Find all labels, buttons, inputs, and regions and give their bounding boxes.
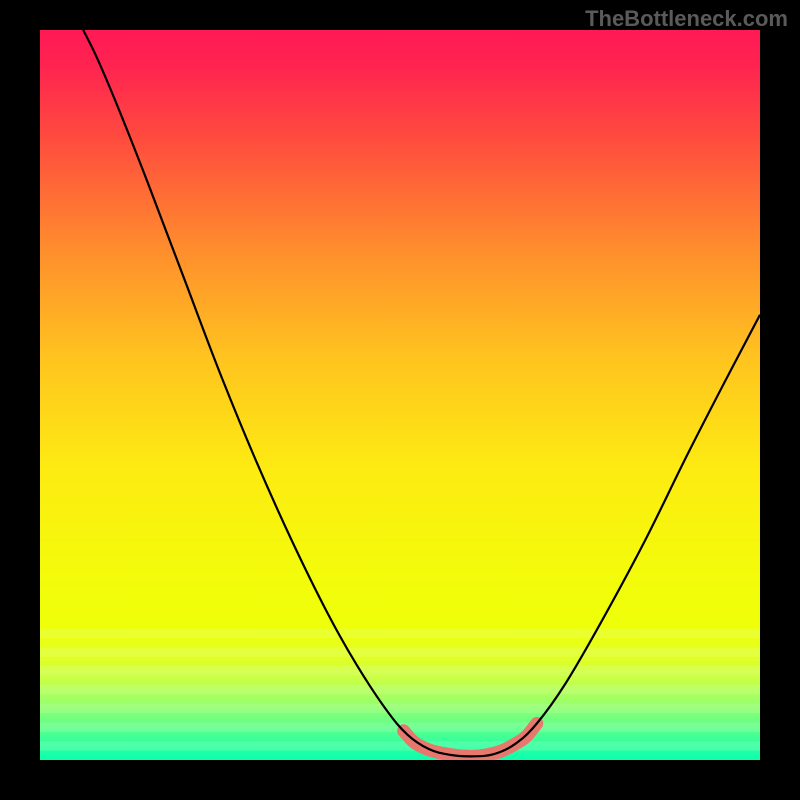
main-curve bbox=[83, 30, 760, 756]
curve-layer bbox=[40, 30, 760, 760]
highlight-curve bbox=[404, 724, 537, 757]
watermark-text: TheBottleneck.com bbox=[585, 6, 788, 32]
plot-area bbox=[40, 30, 760, 760]
chart-container: TheBottleneck.com bbox=[0, 0, 800, 800]
